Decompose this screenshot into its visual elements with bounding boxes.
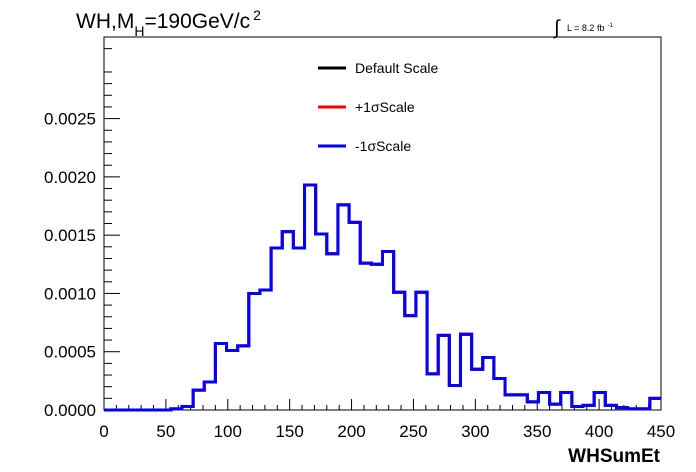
x-tick-label: 100 xyxy=(214,422,242,441)
title-subscript: H xyxy=(134,23,144,39)
title-superscript: 2 xyxy=(253,7,261,23)
lumi-text: L = 8.2 fb xyxy=(567,23,604,33)
lumi-integral-symbol: ∫ xyxy=(553,17,561,39)
x-tick-label: 400 xyxy=(585,422,613,441)
x-tick-label: 350 xyxy=(523,422,551,441)
lumi-label: L = 8.2 fb -1 xyxy=(567,23,613,33)
legend-label: Default Scale xyxy=(355,60,438,76)
x-tick-label: 0 xyxy=(99,422,108,441)
x-tick-label: 50 xyxy=(156,422,175,441)
x-tick-label: 150 xyxy=(275,422,303,441)
y-tick-label: 0.0020 xyxy=(44,168,96,187)
plot-frame xyxy=(103,36,662,411)
y-tick-label: 0.0010 xyxy=(44,284,96,303)
y-tick-label: 0.0005 xyxy=(44,343,96,362)
y-tick-label: 0.0015 xyxy=(44,226,96,245)
legend: Default Scale +1σScale -1σScale xyxy=(318,60,438,154)
y-tick-label: 0.0025 xyxy=(44,110,96,129)
series-line-0 xyxy=(104,183,661,412)
x-axis-title: WHSumEt xyxy=(568,446,661,467)
x-tick-label: 300 xyxy=(461,422,489,441)
y-tick-label: 0.0000 xyxy=(44,401,96,420)
series-line-2 xyxy=(104,183,661,412)
title-rest: =190GeV/c xyxy=(144,10,250,33)
x-tick-label: 250 xyxy=(399,422,427,441)
legend-label: -1σScale xyxy=(355,138,411,154)
chart-title: WH,MH=190GeV/c 2 xyxy=(76,7,261,39)
series-line-1 xyxy=(104,183,661,412)
axes: 0 50 100 150 200 250 300 350 400 450 0.0000 0.0005 0… xyxy=(44,36,675,441)
series-layer xyxy=(104,183,661,412)
legend-label: +1σScale xyxy=(355,99,415,115)
title-main: WH,M xyxy=(76,10,134,33)
x-tick-label: 450 xyxy=(647,422,675,441)
x-tick-label: 200 xyxy=(337,422,365,441)
lumi-superscript: -1 xyxy=(607,23,613,29)
